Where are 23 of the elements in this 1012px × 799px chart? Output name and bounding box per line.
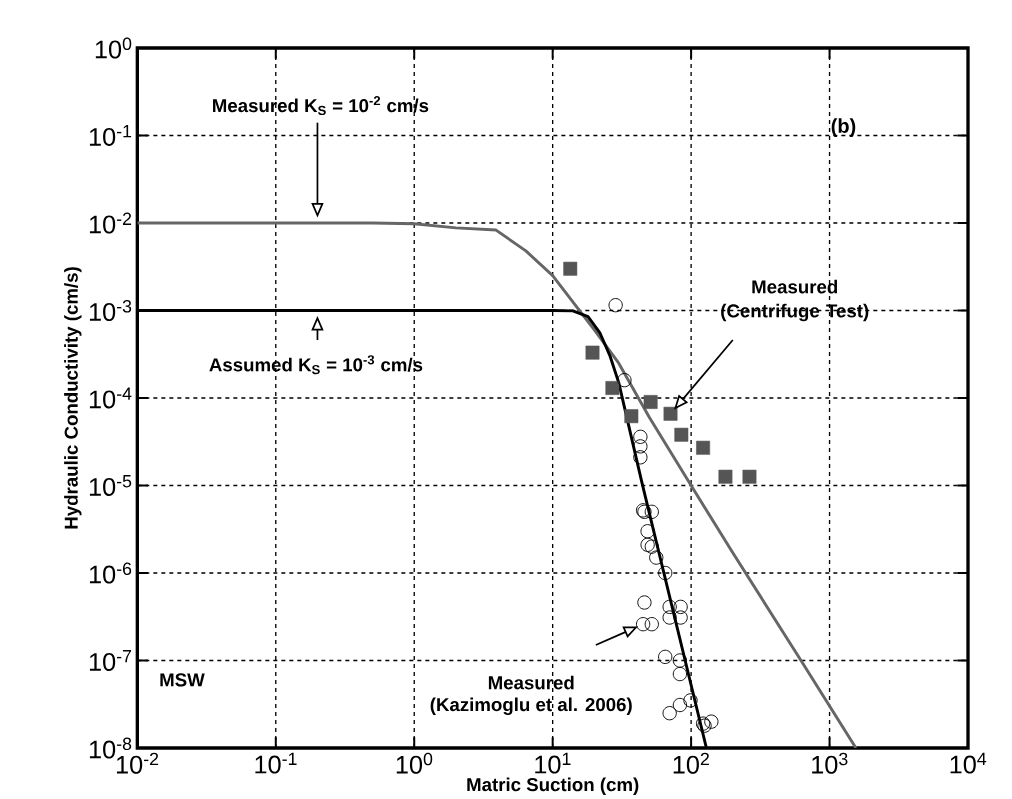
y-tick-label: 10$^{-3}$: [89, 299, 132, 321]
y-tick-label: 10$^{-2}$: [89, 212, 132, 234]
x-tick-label: 10$^{-1}$: [255, 752, 297, 774]
y-tick-label: 10$^{-4}$: [89, 387, 132, 409]
y-tick-label: 10$^{-5}$: [89, 474, 132, 496]
annotation: Measured (Centrifuge Test): [721, 279, 869, 322]
x-axis-title: Matric Suction (cm): [467, 777, 639, 795]
annotation: MSW: [160, 673, 205, 687]
x-tick-label: 10$^{2}$: [673, 752, 709, 774]
annotation: (Kazimoglu et al. 2006): [430, 697, 632, 715]
y-axis-title: Hydraulic Conductivity (cm/s): [64, 267, 82, 529]
annotation: Measured: [488, 675, 574, 690]
x-tick-label: 10$^{3}$: [812, 752, 848, 774]
annotation: (b): [831, 118, 856, 137]
x-tick-label: 10$^{1}$: [535, 752, 571, 774]
y-tick-label: 10$^{-7}$: [89, 649, 132, 671]
annotation: Measured K$_{S}$ = 10$^{-2}$ cm/s: [213, 95, 429, 115]
x-tick-label: 10$^{4}$: [950, 752, 987, 774]
y-tick-label: 10$^{-1}$: [89, 124, 132, 146]
x-tick-label: 10$^{0}$: [396, 752, 433, 774]
annotation: Assumed K$_{S}$ = 10$^{-3}$ cm/s: [209, 355, 423, 375]
y-tick-label: 10$^{-6}$: [89, 562, 132, 584]
y-tick-label: 10$^{0}$: [95, 37, 132, 59]
